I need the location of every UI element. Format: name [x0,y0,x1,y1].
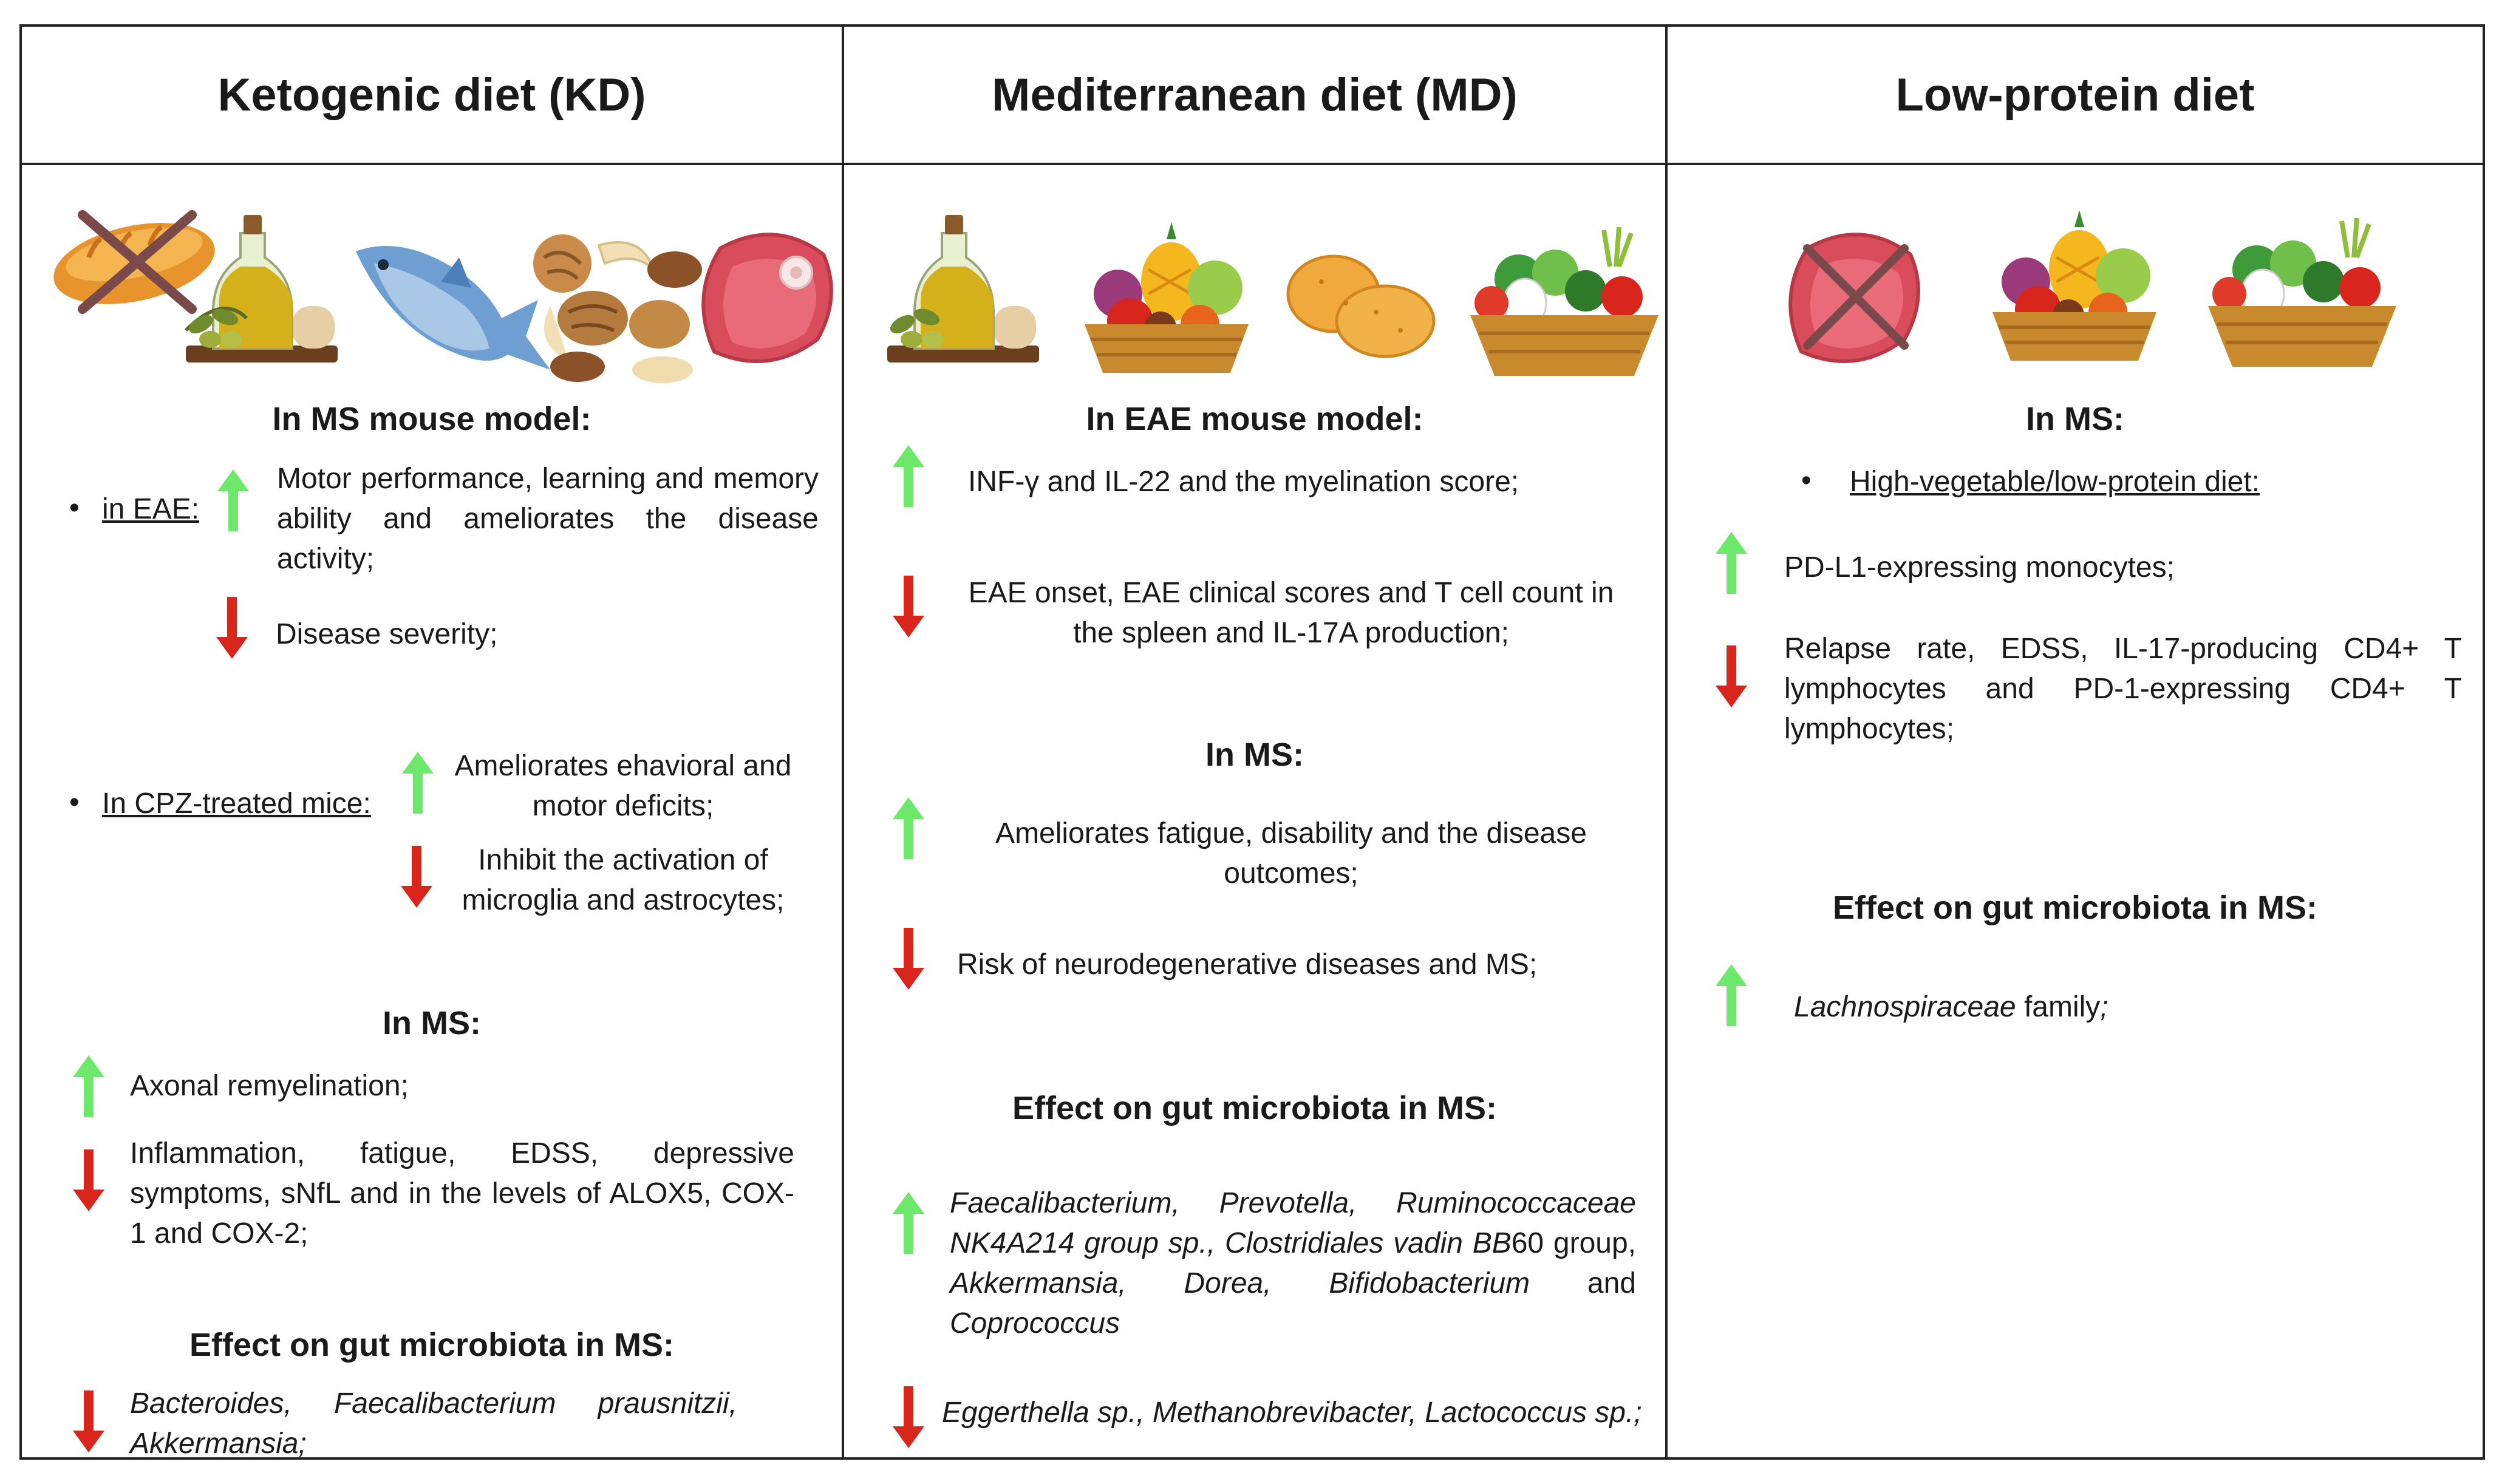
down-arrow-icon [890,573,927,640]
lp-column-title: Low-protein diet [1895,69,2255,121]
md-gut-decrease-text: Eggerthella sp., Methanobrevibacter, Lac… [942,1397,1642,1429]
kd-cpz-label: In CPZ-treated mice: [102,788,371,820]
crossed-meat-icon [1788,233,1920,363]
crossed-bread-icon [53,210,215,314]
diet-comparison-table: Ketogenic diet (KD) Mediterranean diet (… [19,24,2485,1460]
lp-gut-taxa-1: Lachnospiraceae [1794,991,2016,1023]
kd-gut-heading: Effect on gut microbiota in MS: [189,1327,674,1363]
up-arrow-icon [890,795,927,862]
md-eae-heading: In EAE mouse model: [1086,401,1423,437]
down-arrow-icon [70,1388,107,1455]
bullet: • [69,786,80,819]
md-gut-taxa-2: 60 [1511,1227,1544,1259]
up-arrow-icon [1713,529,1750,596]
md-gut-taxa-3: group, [1544,1227,1636,1259]
column-divider [842,27,844,1457]
kd-ms-decrease-text: Inflammation, fatigue, EDSS, depressive … [130,1137,794,1250]
column-divider [1665,27,1668,1457]
down-arrow-icon [398,843,435,910]
lp-gut-heading: Effect on gut microbiota in MS: [1833,890,2317,926]
kd-eae-decrease-text: Disease severity; [276,618,498,650]
md-gut-taxa-5: and [1530,1267,1637,1299]
md-ms-decrease-text: Risk of neurodegenerative diseases and M… [957,948,1538,981]
down-arrow-icon [890,1384,927,1451]
kd-cpz-decrease-text: Inhibit the activation of microglia and … [462,844,785,916]
olive-oil-icon [887,215,1039,362]
lp-gut-taxa-2: family [2016,991,2101,1023]
vegetable-basket-icon [2208,217,2396,367]
md-eae-decrease-text: EAE onset, EAE clinical scores and T cel… [968,577,1614,649]
md-gut-taxa-1: Faecalibacterium, Prevotella, Ruminococc… [950,1187,1636,1259]
down-arrow-icon [214,594,250,661]
up-arrow-icon [890,1190,927,1256]
md-gut-taxa-4: Akkermansia, Dorea, Bifidobacterium [950,1267,1530,1299]
meat-icon [701,233,833,363]
down-arrow-icon [1713,643,1750,710]
down-arrow-icon [890,925,927,992]
fruit-basket-icon [1992,210,2156,361]
down-arrow-icon [70,1147,107,1214]
md-gut-increase-text: Faecalibacterium, Prevotella, Ruminococc… [950,1183,1636,1344]
lp-decrease-text: Relapse rate, EDSS, IL-17-producing CD4+… [1784,633,2462,745]
header-divider [22,163,2483,165]
lp-sub-label: High-vegetable/low-protein diet: [1850,466,2260,498]
up-arrow-icon [400,749,436,816]
fish-icon [356,246,550,370]
up-arrow-icon [890,443,927,509]
bullet: • [1801,465,1812,497]
lp-ms-heading: In MS: [2026,401,2124,437]
lp-gut-increase-text: Lachnospiraceae family; [1794,987,2108,1027]
nuts-icon [533,234,702,383]
up-arrow-icon [215,467,251,534]
kd-ms-increase-text: Axonal remyelination; [130,1070,409,1102]
fruit-basket-icon [1085,222,1249,373]
kd-ms-heading: In MS: [383,1005,481,1041]
vegetable-basket-icon [1470,226,1658,376]
md-gut-heading: Effect on gut microbiota in MS: [1012,1090,1497,1126]
lp-gut-taxa-3: ; [2100,991,2108,1023]
kd-gut-decrease-text: Bacteroides, Faecalibacterium prausnitzi… [130,1387,737,1460]
potatoes-icon [1286,254,1436,358]
kd-column-title: Ketogenic diet (KD) [217,69,646,121]
kd-eae-label: in EAE: [102,493,200,525]
md-ms-heading: In MS: [1205,737,1304,773]
bullet: • [69,492,80,524]
lp-increase-text: PD-L1-expressing monocytes; [1784,551,2175,584]
up-arrow-icon [70,1053,107,1120]
up-arrow-icon [1713,962,1750,1029]
md-ms-increase-text: Ameliorates fatigue, disability and the … [995,817,1587,890]
kd-eae-increase-text: Motor performance, learning and memory a… [277,463,819,575]
md-gut-taxa-6: Coprococcus [950,1307,1120,1339]
md-eae-increase-text: INF-γ and IL-22 and the myelination scor… [968,466,1519,498]
md-column-title: Mediterranean diet (MD) [992,69,1518,121]
kd-cpz-increase-text: Ameliorates ehavioral and motor deficits… [454,750,792,822]
kd-mouse-model-heading: In MS mouse model: [272,401,591,437]
olive-oil-icon [184,215,338,362]
